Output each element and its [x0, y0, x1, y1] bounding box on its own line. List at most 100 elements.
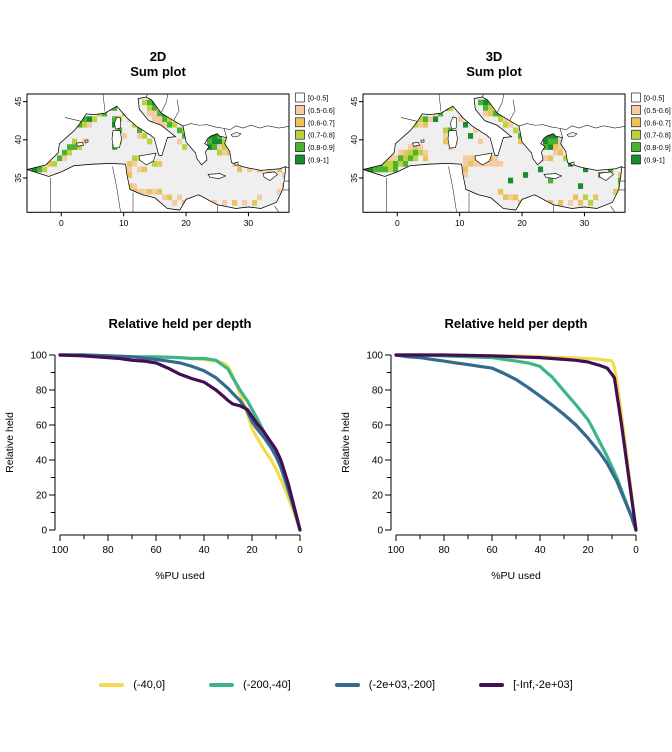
raster-cell [368, 166, 374, 173]
raster-cell [222, 144, 228, 150]
raster-cell [558, 144, 564, 150]
map-title: 2D [150, 49, 167, 64]
raster-cell [413, 144, 419, 150]
raster-cell [167, 121, 173, 128]
raster-cell [403, 160, 409, 167]
map-legend-swatch [631, 142, 641, 152]
raster-cell [573, 194, 579, 201]
raster-cell [418, 121, 424, 128]
raster-cell [553, 144, 559, 150]
legend-entry: (-40,0] [99, 679, 165, 691]
map-legend-swatch [295, 154, 305, 165]
raster-cell [538, 127, 544, 134]
raster-cell [127, 166, 133, 173]
raster-cell [137, 188, 143, 195]
map-subtitle: Sum plot [130, 64, 186, 79]
raster-cell [72, 138, 78, 145]
legend-label: (-2e+03,-200] [368, 679, 436, 691]
island [234, 161, 239, 166]
island [450, 116, 457, 130]
raster-cell [142, 188, 148, 195]
line-chart-svg: Relative held per depth 0 20 40 60 80 100 0 20 40… [4, 316, 303, 582]
raster-cell [498, 116, 504, 123]
raster-cell [543, 155, 549, 162]
raster-cell [222, 138, 228, 145]
raster-cell [388, 155, 394, 162]
raster-cell [543, 127, 549, 134]
raster-cell [252, 200, 258, 206]
map-legend-label: [0-0.5] [644, 94, 664, 103]
raster-cell [62, 155, 68, 162]
raster-cell [232, 149, 238, 156]
legend-line-swatch [334, 683, 360, 687]
raster-cell [493, 160, 499, 167]
raster-cell [588, 200, 594, 206]
raster-cell [27, 160, 33, 167]
raster-cell [493, 110, 499, 117]
raster-cell [363, 160, 369, 167]
raster-cell [177, 194, 183, 201]
raster-cell [67, 149, 73, 156]
raster-cell [363, 155, 369, 162]
raster-cell [77, 144, 83, 150]
raster-cell [157, 116, 163, 123]
series-line [58, 353, 302, 532]
raster-cell [52, 160, 58, 167]
raster-cell [167, 116, 173, 123]
raster-cell [102, 110, 108, 117]
raster-cell [47, 160, 53, 167]
raster-cell [122, 133, 128, 139]
series-line [58, 353, 302, 532]
raster-cell [378, 155, 384, 162]
x-axis-tick-label: 40 [198, 545, 210, 556]
raster-cell [543, 144, 549, 150]
raster-cell [157, 160, 163, 167]
raster-cell [197, 133, 203, 139]
raster-cell [368, 155, 374, 162]
raster-cell [488, 105, 494, 111]
raster-cell [162, 116, 168, 123]
raster-cell [172, 121, 178, 128]
raster-cell [127, 116, 133, 123]
y-axis-tick-label: 100 [366, 351, 383, 362]
y-axis-tick-label: 100 [30, 351, 47, 362]
y-axis-tick-label: 60 [372, 421, 384, 432]
raster-cell [508, 194, 514, 201]
depth-legend: (-40,0] (-200,-40] (-2e+03,-200] [-Inf,-2e+… [0, 674, 672, 696]
raster-cell [468, 133, 474, 139]
country-borders [50, 93, 290, 213]
raster-cell [408, 144, 414, 150]
raster-cell [282, 172, 286, 178]
map-legend-label: (0.6-0.7] [644, 118, 671, 127]
raster-cell [393, 166, 399, 173]
legend-label: [-Inf,-2e+03] [513, 679, 573, 691]
chart-title: Relative held per depth [108, 316, 251, 331]
raster-cell [383, 160, 389, 167]
raster-cell [493, 155, 499, 162]
raster-cell [247, 166, 253, 173]
raster-cell [458, 116, 464, 123]
series-line [394, 353, 638, 532]
island [114, 116, 121, 130]
raster-cell [212, 138, 218, 145]
x-axis-tick-label: 30 [244, 218, 254, 228]
raster-cell [553, 138, 559, 145]
raster-cell [398, 160, 404, 167]
raster-cell [32, 166, 38, 173]
raster-cell [272, 160, 278, 167]
raster-cell [423, 155, 429, 162]
raster-cell [177, 138, 183, 145]
raster-cell [478, 99, 484, 106]
raster-cell [613, 188, 619, 195]
raster-cell [528, 200, 534, 206]
y-axis-tick-label: 80 [372, 386, 384, 397]
island [84, 139, 89, 143]
map-drawing [26, 93, 290, 213]
raster-cell [82, 138, 88, 145]
x-axis-tick-label: 20 [246, 545, 258, 556]
raster-cell [468, 155, 474, 162]
raster-cells [27, 99, 286, 206]
y-axis-title: Relative held [4, 412, 16, 473]
